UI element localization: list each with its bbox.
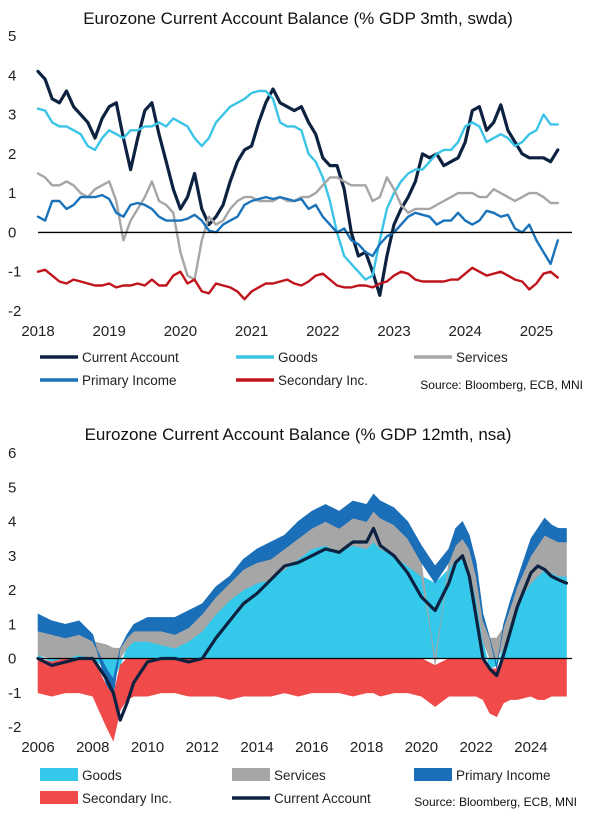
legend-label-secondary-inc: Secondary Inc. [82,791,172,806]
chart-2-x-tick-label: 2020 [405,739,438,756]
chart-2-x-tick-label: 2006 [21,739,54,756]
chart-1-y-tick-label: 4 [8,67,16,84]
chart-2-x-tick-label: 2018 [350,739,383,756]
legend-swatch-services [232,768,270,781]
legend-label-primary-income: Primary Income [82,373,177,388]
chart-2-y-tick-label: -1 [8,685,21,702]
chart-1-y-tick-label: 0 [8,224,16,241]
series-line-primary-income [36,193,559,266]
chart-1-x-tick-label: 2020 [164,323,197,340]
chart-1-x-tick-label: 2024 [449,323,482,340]
chart-1-y-tick-label: -1 [8,264,21,281]
chart-1-x-tick-label: 2025 [520,323,553,340]
legend-swatch-goods [40,768,78,781]
chart-2-x-tick-label: 2024 [514,739,547,756]
legend-swatch-secondary-inc [40,791,78,804]
chart-1-title: Eurozone Current Account Balance (% GDP … [83,9,513,28]
chart-1-x-tick-label: 2021 [235,323,268,340]
legend-label-services: Services [456,350,508,365]
series-line-current-account [36,69,560,297]
chart-2-y-tick-label: -2 [8,719,21,736]
chart-12mth: Eurozone Current Account Balance (% GDP … [8,425,577,809]
chart-2-y-tick-label: 1 [8,616,16,633]
chart-1-y-tick-label: 2 [8,146,16,163]
legend-label-goods: Goods [82,768,122,783]
chart-1-y-tick-label: 1 [8,185,16,202]
chart-1-y-tick-label: 3 [8,107,16,124]
chart-2-x-tick-label: 2010 [131,739,164,756]
legend-label-current-account: Current Account [274,791,371,806]
chart-2-y-tick-label: 0 [8,651,16,668]
chart-2-y-tick-label: 5 [8,479,16,496]
chart-2-x-tick-label: 2012 [186,739,219,756]
chart-2-title: Eurozone Current Account Balance (% GDP … [85,425,512,444]
chart-2-x-tick-label: 2022 [459,739,492,756]
series-line-goods [36,89,559,281]
chart-2-y-tick-label: 2 [8,582,16,599]
chart-1-x-tick-label: 2019 [93,323,126,340]
legend-label-current-account: Current Account [82,350,179,365]
legend-label-secondary-inc: Secondary Inc. [278,373,368,388]
series-line-secondary-inc [36,266,559,301]
chart-3mth: Eurozone Current Account Balance (% GDP … [8,9,583,392]
chart-2-x-tick-label: 2008 [76,739,109,756]
legend-label-goods: Goods [278,350,318,365]
chart-2-y-tick-label: 6 [8,445,16,462]
chart-1-x-tick-label: 2018 [21,323,54,340]
chart-2-y-tick-label: 3 [8,548,16,565]
series-line-services [36,172,559,281]
chart-2-x-tick-label: 2016 [295,739,328,756]
chart-1-source: Source: Bloomberg, ECB, MNI [420,378,583,392]
chart-2-x-tick-label: 2014 [240,739,273,756]
legend-label-primary-income: Primary Income [456,768,551,783]
legend-label-services: Services [274,768,326,783]
legend-swatch-primary-income [414,768,452,781]
chart-1-y-tick-label: -2 [8,303,21,320]
chart-2-source: Source: Bloomberg, ECB, MNI [414,795,577,809]
chart-2-y-tick-label: 4 [8,514,16,531]
series-line-current-account [36,526,569,722]
chart-1-x-tick-label: 2023 [377,323,410,340]
chart-1-x-tick-label: 2022 [306,323,339,340]
series-area-primary-income [37,493,567,698]
chart-1-y-tick-label: 5 [8,28,16,45]
